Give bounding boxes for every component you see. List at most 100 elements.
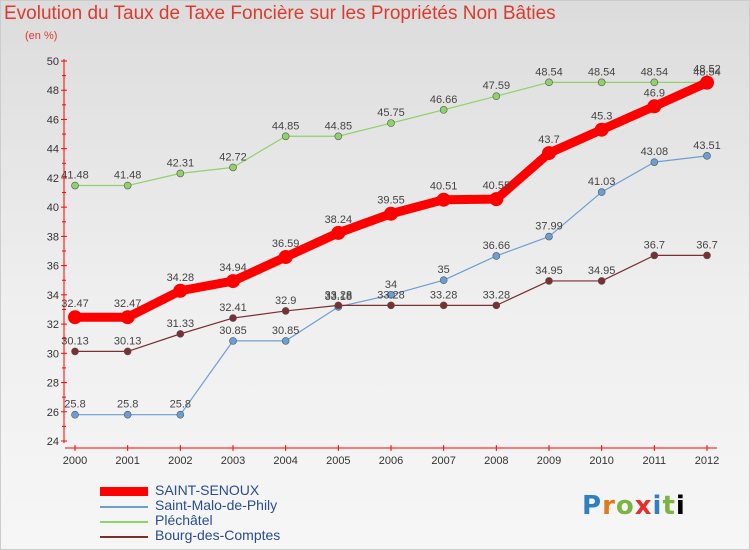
data-point (703, 251, 711, 260)
legend-swatch-bourg-des-comptes (100, 536, 148, 538)
data-label: 33.28 (430, 289, 458, 301)
x-tick-label: 2012 (695, 455, 719, 467)
data-point (387, 291, 395, 299)
data-point (123, 181, 132, 190)
data-label: 33.28 (483, 289, 511, 301)
data-label: 34.94 (219, 262, 247, 274)
data-point (597, 188, 606, 196)
y-tick-label: 28 (47, 378, 59, 390)
data-label: 40.55 (483, 180, 511, 192)
x-tick-label: 2010 (589, 455, 613, 467)
data-point (545, 232, 553, 241)
data-label: 46.66 (430, 94, 458, 106)
x-tick-label: 2000 (63, 455, 87, 467)
data-label: 41.03 (588, 176, 616, 188)
data-label: 30.85 (272, 325, 300, 337)
legend-swatch-plechatel (100, 521, 148, 523)
data-point (331, 225, 346, 240)
x-tick-label: 2003 (221, 455, 245, 467)
x-tick-label: 2009 (537, 455, 561, 467)
data-label: 36.59 (272, 238, 300, 250)
data-label: 45.75 (377, 107, 405, 119)
data-point (700, 75, 714, 90)
data-label: 36.66 (483, 240, 511, 252)
y-tick-label: 32 (47, 319, 59, 331)
x-tick-label: 2002 (168, 455, 192, 467)
x-tick-label: 2004 (273, 455, 297, 467)
data-label: 30.13 (114, 335, 142, 347)
data-point (384, 206, 398, 221)
data-label: 36.7 (696, 239, 717, 251)
data-point (176, 330, 185, 338)
data-point (492, 92, 501, 101)
legend-label-saint-malo-de-phily: Saint-Malo-de-Phily (155, 497, 278, 513)
y-tick-label: 50 (47, 56, 59, 68)
data-label: 32.9 (275, 295, 296, 307)
data-label: 33.18 (325, 291, 353, 303)
data-point (387, 119, 395, 127)
legend-swatch-saint-senoux (100, 487, 148, 496)
data-label: 33.28 (325, 289, 353, 301)
data-point (71, 181, 79, 190)
data-label: 31.33 (167, 318, 195, 330)
data-point (647, 99, 662, 114)
data-point (123, 347, 132, 356)
y-tick-label: 24 (47, 436, 59, 448)
proxiti-logo: Proxiti (582, 491, 686, 521)
x-tick-label: 2011 (643, 455, 667, 467)
data-point (281, 337, 290, 345)
data-label: 34.95 (588, 265, 616, 277)
data-label: 43.08 (641, 146, 669, 158)
data-point (176, 169, 185, 178)
data-label: 40.51 (430, 181, 458, 193)
data-point (334, 132, 343, 141)
data-label: 39.55 (377, 195, 405, 207)
chart-title: Evolution du Taux de Taxe Foncière sur l… (4, 3, 556, 24)
y-tick-label: 48 (47, 85, 59, 97)
data-point (650, 158, 659, 166)
legend-label-saint-senoux: SAINT-SENOUX (155, 482, 260, 498)
data-label: 30.13 (61, 335, 89, 347)
data-label: 25.8 (117, 399, 138, 411)
y-tick-label: 40 (47, 202, 59, 214)
y-tick-label: 38 (47, 231, 59, 243)
x-tick-label: 2006 (379, 455, 403, 467)
data-label: 48.54 (641, 66, 669, 78)
legend-label-bourg-des-comptes: Bourg-des-Comptes (155, 527, 281, 543)
y-tick-label: 26 (47, 407, 59, 419)
data-point (278, 249, 293, 264)
chart-subtitle: (en %) (25, 30, 58, 42)
data-point (123, 410, 132, 419)
data-point (229, 337, 237, 345)
data-label: 32.47 (114, 298, 142, 310)
data-point (439, 106, 448, 114)
legend-swatch-saint-malo-de-phily (100, 506, 148, 508)
data-point (650, 251, 659, 260)
data-label: 32.47 (61, 298, 89, 310)
data-point (281, 307, 290, 315)
data-label: 46.9 (644, 87, 665, 99)
data-point (703, 152, 711, 160)
data-point (542, 146, 556, 161)
y-tick-label: 46 (47, 114, 59, 126)
data-label: 41.48 (114, 170, 142, 182)
data-point (489, 192, 504, 207)
legend-label-plechatel: Pléchâtel (155, 512, 213, 528)
x-tick-label: 2007 (431, 455, 455, 467)
data-label: 34.95 (535, 265, 563, 277)
data-label: 35 (438, 264, 450, 276)
data-label: 33.28 (377, 289, 405, 301)
data-point (594, 122, 609, 137)
data-label: 42.31 (167, 157, 195, 169)
data-label: 44.85 (272, 120, 300, 132)
data-point (545, 78, 553, 87)
data-label: 37.99 (535, 221, 563, 233)
y-tick-label: 36 (47, 261, 59, 273)
data-point (597, 277, 606, 285)
data-label: 32.41 (219, 302, 247, 314)
data-point (229, 314, 237, 322)
data-label: 48.52 (693, 64, 721, 76)
x-tick-label: 2005 (326, 455, 350, 467)
